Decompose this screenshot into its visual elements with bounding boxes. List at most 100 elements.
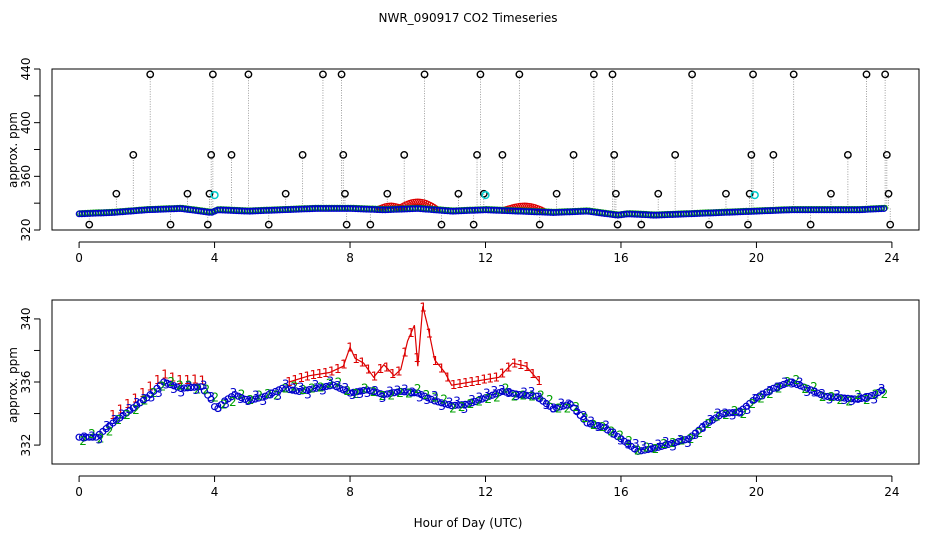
top-black-point <box>862 70 871 79</box>
bottom-red-label: 1 <box>389 367 397 381</box>
top-black-point <box>688 70 696 79</box>
bottom-blue-label: 3 <box>408 385 416 399</box>
bottom-blue-label: 3 <box>632 437 640 451</box>
top-black-point <box>611 189 620 198</box>
bottom-green-label: 2 <box>185 378 193 392</box>
bottom-red-label: 1 <box>407 326 415 340</box>
bottom-blue-label: 3 <box>274 389 282 403</box>
bottom-blue-point <box>299 387 307 395</box>
bottom-blue-label: 3 <box>282 378 290 392</box>
bottom-blue-label: 3 <box>304 388 312 402</box>
bottom-green-label: 2 <box>458 400 466 414</box>
top-blue-point <box>877 205 885 213</box>
bottom-blue-point <box>641 446 649 454</box>
top-black-point <box>498 150 507 159</box>
bottom-blue-point <box>729 408 737 417</box>
bottom-x-axis: 0 4 8 12 16 20 24 <box>75 475 900 499</box>
top-black-point <box>244 70 253 79</box>
bottom-red-label: 1 <box>505 360 513 374</box>
bottom-green-label: 2 <box>361 381 369 395</box>
bottom-red-label: 1 <box>352 352 360 366</box>
bottom-blue-point <box>847 395 855 403</box>
bottom-blue-label: 3 <box>878 382 886 396</box>
bottom-blue-point <box>864 392 872 401</box>
bottom-blue-label: 3 <box>386 384 394 398</box>
bottom-green-label: 2 <box>748 397 756 411</box>
bottom-blue-point <box>837 394 845 402</box>
bottom-blue-label: 3 <box>788 376 796 390</box>
bottom-blue-point <box>807 386 815 394</box>
bottom-blue-label: 3 <box>356 387 364 401</box>
top-black-point <box>806 220 815 229</box>
top-black-point <box>882 150 891 159</box>
top-y-axis: 320 360 400 440 <box>19 58 41 241</box>
bottom-green-label: 2 <box>343 384 351 398</box>
bottom-blue-point <box>553 404 561 412</box>
bottom-blue-point <box>464 400 473 408</box>
bottom-red-label: 1 <box>334 362 342 376</box>
bottom-green-label: 2 <box>581 411 589 425</box>
top-black-point <box>552 189 561 198</box>
bottom-blue-label: 3 <box>118 407 126 421</box>
bottom-blue-point <box>725 409 733 417</box>
bottom-blue-point <box>451 401 459 409</box>
top-black-point <box>281 189 290 198</box>
bottom-red-label: 1 <box>535 374 543 388</box>
bottom-red-label: 1 <box>419 301 427 315</box>
top-blue-point <box>880 205 888 213</box>
bottom-green-label: 2 <box>616 428 624 442</box>
top-black-point <box>610 150 619 159</box>
bottom-blue-label: 3 <box>96 432 104 446</box>
bottom-blue-point <box>556 403 564 411</box>
top-cyan-point <box>210 190 219 200</box>
bottom-blue-point <box>241 395 249 403</box>
bottom-panel-data: 1111111111111111111111111111111111111111… <box>75 301 888 457</box>
bottom-red-label: 1 <box>432 354 440 368</box>
bottom-green-label: 2 <box>731 404 739 418</box>
bottom-y-axis: 332 336 340 <box>19 307 41 457</box>
bottom-red-label: 1 <box>401 345 409 359</box>
bottom-green-label: 2 <box>722 408 730 422</box>
bottom-green-label: 2 <box>379 389 387 403</box>
bottom-red-label: 1 <box>184 373 192 387</box>
bottom-blue-point <box>769 384 777 392</box>
bottom-green-label: 2 <box>414 382 422 396</box>
bottom-blue-label: 3 <box>349 388 357 402</box>
top-black-point <box>208 70 217 79</box>
top-panel: 0 4 8 12 16 20 24 320 360 400 440 approx. ppm <box>6 58 920 265</box>
bottom-green-label: 2 <box>528 390 536 404</box>
bottom-blue-label: 3 <box>826 392 834 406</box>
bottom-blue-point <box>356 387 364 395</box>
bottom-green-label: 2 <box>845 394 853 408</box>
bottom-blue-label: 3 <box>543 398 551 412</box>
bottom-blue-point <box>343 387 351 396</box>
bottom-blue-label: 3 <box>550 402 558 416</box>
bottom-green-label: 2 <box>132 403 140 417</box>
top-panel-frame <box>51 68 920 231</box>
top-black-point <box>722 189 730 198</box>
top-y-axis-title: approx. ppm <box>6 112 20 188</box>
bottom-blue-point <box>776 382 784 390</box>
bottom-green-label: 2 <box>872 388 880 402</box>
top-panel-data <box>75 70 895 229</box>
bottom-red-label: 1 <box>310 368 318 382</box>
bottom-green-label: 2 <box>79 434 87 448</box>
bottom-red-label: 1 <box>169 370 177 384</box>
top-x-tick-label: 0 <box>75 251 83 265</box>
bottom-blue-point <box>387 389 395 397</box>
bottom-blue-point <box>380 391 388 399</box>
bottom-green-label: 2 <box>828 390 836 404</box>
bottom-blue-label: 3 <box>714 407 722 421</box>
top-black-point <box>613 220 622 229</box>
bottom-blue-point <box>414 389 422 397</box>
bottom-blue-label: 3 <box>155 386 163 400</box>
bottom-blue-point <box>475 396 483 404</box>
bottom-green-label: 2 <box>370 385 378 399</box>
bottom-blue-point <box>851 395 859 403</box>
bottom-blue-label: 3 <box>446 396 454 410</box>
bottom-green-label: 2 <box>405 386 413 400</box>
bottom-blue-point <box>261 392 269 400</box>
bottom-blue-label: 3 <box>721 407 729 421</box>
bottom-blue-point <box>393 388 402 396</box>
top-black-point <box>183 189 192 198</box>
